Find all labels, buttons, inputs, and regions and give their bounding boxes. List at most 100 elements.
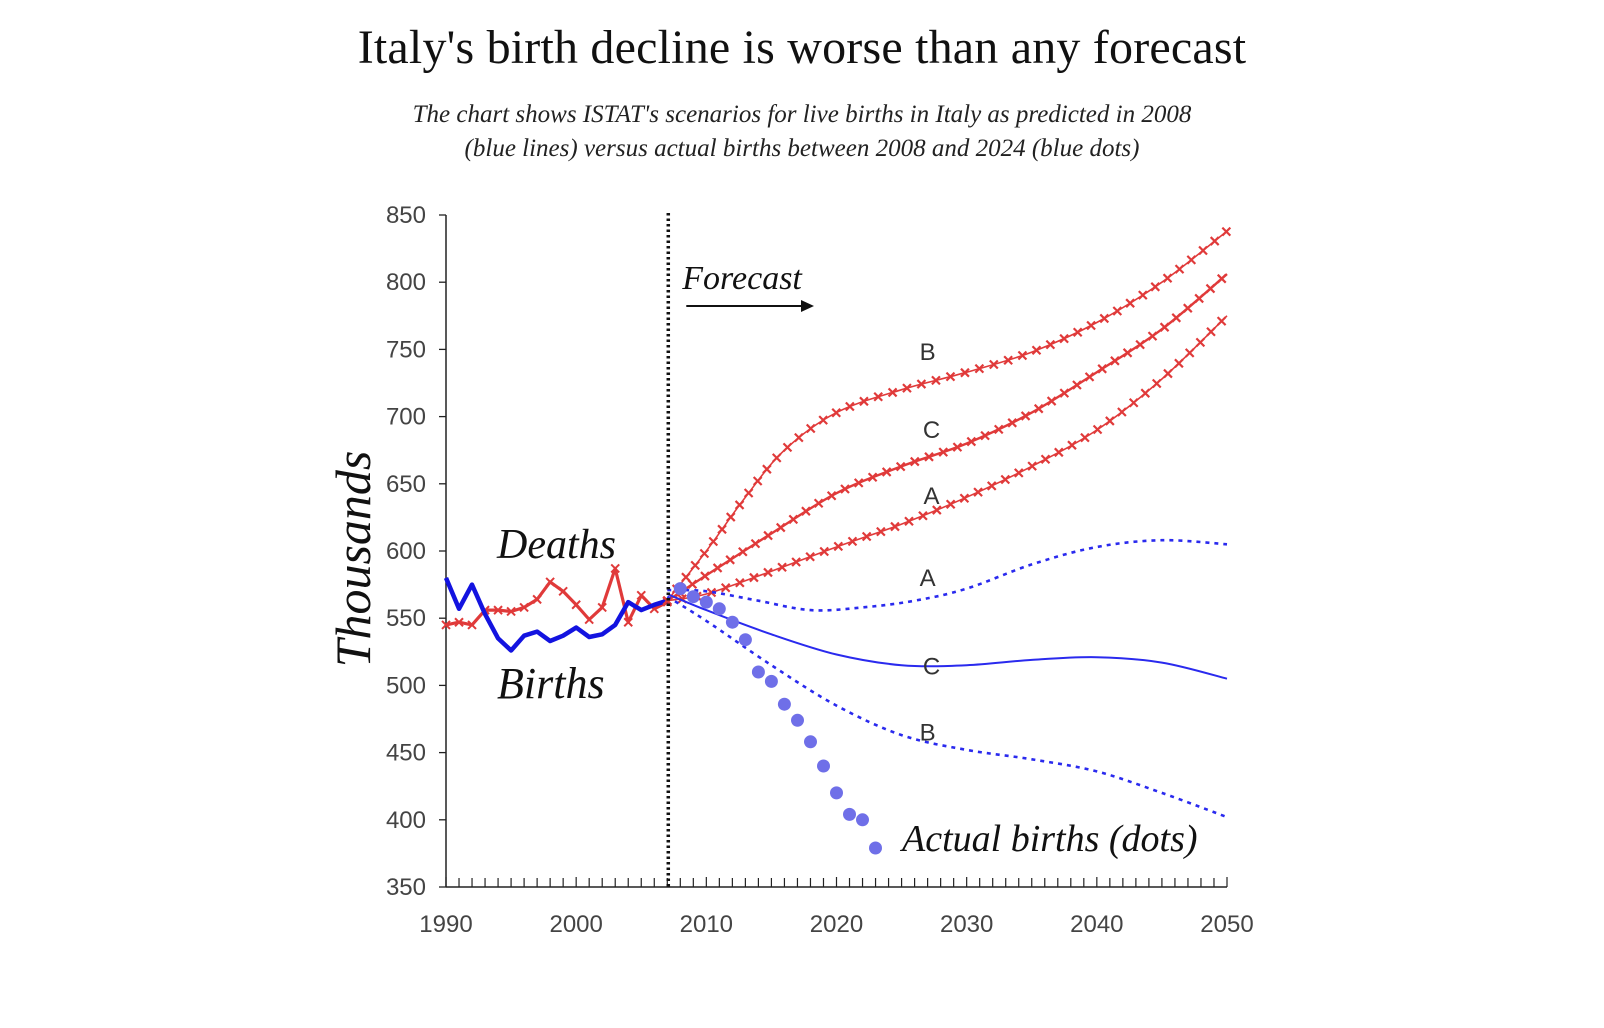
deaths-c-marker [1046, 396, 1057, 406]
deaths-a-marker [1174, 358, 1184, 369]
y-tick-label: 700 [386, 404, 426, 431]
deaths-b-marker [1072, 327, 1083, 338]
deaths-a-marker [945, 499, 956, 510]
deaths-marker [493, 605, 503, 615]
deaths-a-marker [861, 531, 872, 542]
deaths-a-marker [833, 541, 844, 552]
deaths-b-marker [794, 432, 804, 443]
y-tick-label: 850 [386, 202, 426, 229]
deaths-c-marker [738, 546, 748, 557]
deaths-a-marker [1140, 388, 1151, 398]
x-tick-label: 2000 [549, 911, 602, 938]
y-tick-label: 400 [386, 807, 426, 834]
deaths-c-marker [881, 467, 892, 477]
deaths-a-marker [1092, 424, 1103, 435]
deaths-marker [623, 617, 633, 627]
scenario-label-b: B [920, 339, 936, 366]
deaths-b-marker [734, 500, 745, 510]
deaths-b-marker [818, 415, 828, 425]
actual-birth-dot [843, 807, 856, 821]
deaths-b-marker [1086, 320, 1096, 331]
deaths-a-marker [932, 505, 942, 515]
scenario-label-a: A [920, 565, 936, 592]
deaths-b-marker [1031, 345, 1042, 356]
deaths-b-marker [989, 359, 999, 370]
y-tick-label: 750 [386, 336, 426, 363]
x-tick-label: 2030 [940, 911, 993, 938]
deaths-b-marker [1112, 306, 1123, 316]
forecast-label: Forecast [681, 260, 803, 297]
x-tick-label: 1990 [419, 911, 472, 938]
y-tick-label: 600 [386, 538, 426, 565]
chart-subtitle: The chart shows ISTAT's scenarios for li… [0, 98, 1604, 166]
deaths-b-marker [873, 391, 884, 402]
deaths-a-marker [1128, 397, 1139, 408]
deaths-a-marker [819, 546, 830, 557]
deaths-a-marker [1163, 368, 1173, 379]
deaths-b-marker [960, 367, 970, 378]
deaths-b-marker [845, 401, 855, 412]
deaths-a-marker [1206, 326, 1216, 337]
deaths-b-marker [831, 407, 842, 418]
deaths-a-marker [847, 536, 858, 547]
deaths-marker [636, 590, 646, 601]
deaths-b-marker [1150, 282, 1161, 292]
scenario-label-a: A [924, 483, 940, 510]
deaths-c-marker [1147, 331, 1158, 341]
deaths-a-line [667, 315, 1228, 602]
deaths-b-marker [1162, 273, 1173, 283]
deaths-marker [584, 614, 594, 625]
deaths-a-marker [720, 582, 731, 593]
deaths-c-marker [993, 424, 1004, 435]
y-tick-label: 650 [386, 471, 426, 498]
deaths-a-marker [1014, 468, 1024, 478]
annotations: Forecast B C A A C B Deaths Births Actual births … [496, 213, 1198, 887]
deaths-a-marker [890, 521, 900, 532]
deaths-c-marker [826, 491, 837, 501]
deaths-a-marker [763, 567, 773, 578]
actual-birth-dot [804, 735, 817, 749]
deaths-a-marker [1054, 447, 1064, 458]
actual-birth-dot [699, 595, 713, 609]
forecast-arrow-head [801, 300, 814, 312]
deaths-a-marker [706, 587, 717, 598]
y-tick-label: 800 [386, 269, 426, 296]
deaths-c-marker [775, 522, 786, 533]
deaths-b-marker [1003, 355, 1013, 366]
y-axis-label: Thousands [325, 451, 381, 668]
actual-birth-dot [712, 602, 726, 616]
actual-birth-dot [817, 759, 830, 773]
deaths-a-marker [876, 526, 886, 537]
deaths-b-marker [752, 476, 763, 486]
deaths-marker [597, 602, 607, 613]
deaths-a-marker [1184, 348, 1195, 358]
scenario-label-c: C [923, 654, 940, 681]
deaths-marker [610, 563, 620, 574]
deaths-c-marker [1171, 313, 1182, 323]
actual-birth-dot [738, 633, 752, 647]
deaths-c-marker [924, 452, 934, 462]
births-line [443, 577, 668, 653]
y-tick-label: 350 [386, 874, 426, 901]
deaths-a-marker [1117, 407, 1127, 417]
deaths-a-marker [791, 557, 801, 567]
deaths-c-marker [895, 461, 906, 472]
deaths-c-marker [813, 498, 824, 509]
actual-birth-dot [856, 813, 869, 827]
deaths-b-marker [916, 379, 927, 389]
deaths-c-marker [952, 442, 963, 452]
deaths-a-marker [918, 510, 928, 521]
actual-birth-dot [777, 697, 791, 711]
births-b-line [666, 595, 1228, 819]
actual-birth-dot [725, 615, 739, 629]
deaths-b-marker [690, 560, 700, 571]
actual-birth-dot [830, 786, 843, 800]
deaths-b-marker [1059, 333, 1069, 344]
axes: 350 400 450 500 550 600 650 700 750 800 850 1990 200… [325, 202, 1254, 938]
deaths-b-marker [699, 548, 710, 559]
deaths-b-marker [1209, 236, 1220, 246]
deaths-c-marker [712, 563, 723, 573]
deaths-c-marker [938, 447, 949, 457]
chart-title: Italy's birth decline is worse than any … [357, 21, 1247, 74]
